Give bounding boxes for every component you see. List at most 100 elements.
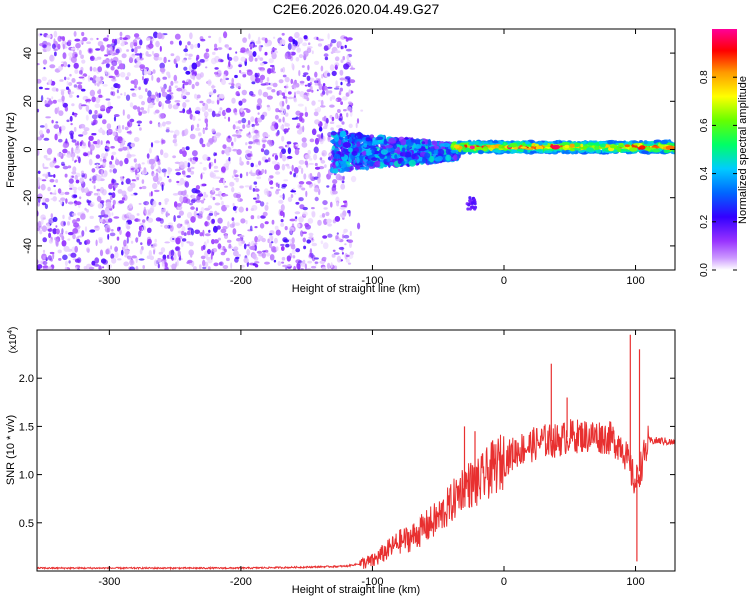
spectrogram-cell: [242, 37, 248, 43]
spectrogram-cell: [280, 125, 284, 130]
spectrogram-cell: [340, 183, 346, 190]
spectrogram-cell: [254, 261, 260, 264]
spectrogram-cell: [96, 188, 101, 192]
spectrogram-cell: [271, 52, 277, 60]
spectrogram-cell: [109, 161, 113, 165]
spectrogram-cell: [121, 197, 126, 201]
spectrogram-cell: [264, 221, 269, 225]
spectrogram-cell: [117, 258, 122, 261]
spectrogram-cell: [110, 65, 115, 71]
spectrogram-cell: [305, 190, 308, 198]
spectrogram-cell: [158, 113, 165, 120]
spectrogram-cell: [82, 142, 86, 147]
spectrogram-cell: [293, 97, 298, 103]
spectrogram-cell: [248, 55, 254, 62]
spectrogram-cell: [285, 98, 288, 104]
spectrogram-cell: [191, 198, 198, 202]
spectrogram-cell: [82, 130, 88, 136]
spectrogram-cell: [118, 60, 122, 65]
spectrogram-cell: [183, 232, 187, 237]
spectrogram-cell: [135, 265, 139, 270]
spectrogram-cell: [51, 43, 56, 50]
spectrogram-cell: [334, 56, 340, 62]
spectrogram-cell: [231, 77, 234, 84]
spectrogram-cell: [101, 169, 104, 177]
spectrogram-cell: [137, 106, 141, 113]
spectrogram-cell: [47, 255, 52, 261]
spectrogram-cell: [192, 115, 196, 121]
spectrogram-cell: [97, 82, 100, 87]
spectrogram-cell: [74, 160, 77, 163]
spectrogram-cell: [467, 202, 471, 207]
spectrogram-cell: [338, 90, 342, 96]
spectrogram-cell: [52, 196, 57, 202]
spectrogram-cell: [400, 138, 407, 146]
spectrogram-cell: [68, 52, 73, 57]
spectrogram-cell: [250, 208, 255, 211]
spectrogram-cell: [72, 233, 76, 240]
spectrogram-cell: [146, 255, 151, 259]
spectrogram-cell: [105, 143, 110, 146]
spectrogram-cell: [318, 126, 323, 132]
spectrogram-cell: [284, 226, 288, 231]
spectrogram-cell: [257, 98, 263, 105]
spectrogram-cell: [327, 135, 332, 143]
spectrogram-cell: [300, 267, 304, 270]
spectrogram-cell: [78, 102, 83, 110]
spectrogram-cell: [157, 263, 160, 269]
spectrogram-cell: [64, 260, 68, 267]
spectrogram-cell: [203, 194, 209, 198]
spectrogram-cell: [360, 109, 364, 112]
snr-x-ticks: -300 -200 -100 0 100: [98, 330, 645, 588]
spectrogram-cell: [498, 144, 505, 149]
spectrogram-cell: [116, 83, 121, 89]
spectrogram-cell: [91, 96, 96, 103]
spectrogram-cell: [44, 87, 50, 90]
spectrogram-cell: [138, 202, 142, 205]
spectrogram-cell: [487, 147, 494, 150]
spectrogram-cell: [202, 154, 209, 161]
spectrogram-cell: [97, 113, 103, 117]
spectrogram-cell: [206, 98, 212, 104]
spectrogram-cell: [161, 91, 168, 98]
spectrogram-cell: [317, 177, 321, 184]
spectrogram-x-label: Height of straight line (km): [292, 283, 420, 295]
spectrogram-cell: [110, 229, 114, 232]
spectrogram-cell: [214, 67, 219, 70]
spectrogram-cell: [394, 154, 398, 160]
spectrogram-cell: [309, 138, 315, 143]
spectrogram-cell: [347, 262, 352, 265]
spectrogram-cell: [126, 72, 131, 77]
spectrogram-cell: [213, 137, 217, 140]
spectrogram-cell: [259, 201, 265, 207]
spectrogram-cell: [257, 36, 261, 43]
spectrogram-cell: [50, 213, 53, 219]
spectrogram-cell: [88, 135, 94, 141]
spectrogram-cell: [42, 265, 49, 268]
spectrogram-cell: [199, 264, 202, 270]
spectrogram-cell: [71, 175, 75, 178]
spectrogram-cell: [324, 122, 328, 128]
spectrogram-cell: [392, 144, 397, 149]
spectrogram-cell: [146, 37, 151, 41]
spectrogram-cell: [129, 41, 134, 49]
spectrogram-cell: [102, 119, 107, 125]
spectrogram-cell: [520, 146, 527, 149]
spectrogram-cell: [105, 146, 110, 150]
spectrogram-cell: [219, 261, 224, 267]
spectrogram-cell: [345, 92, 350, 97]
spectrogram-cell: [194, 229, 201, 235]
spectrogram-cell: [134, 85, 137, 89]
spectrogram-cell: [627, 142, 632, 145]
spectrogram-cell: [61, 228, 64, 235]
spectrogram-cell: [69, 73, 72, 77]
spectrogram-cell: [88, 266, 95, 270]
spectrogram-cell: [266, 68, 272, 75]
y-tick-label: 0.5: [19, 518, 34, 530]
spectrogram-cell: [607, 139, 617, 144]
spectrogram-cell: [74, 199, 78, 207]
spectrogram-cell: [345, 76, 351, 80]
spectrogram-cell: [83, 188, 90, 194]
spectrogram-cell: [170, 53, 175, 57]
spectrogram-cell: [245, 220, 248, 225]
